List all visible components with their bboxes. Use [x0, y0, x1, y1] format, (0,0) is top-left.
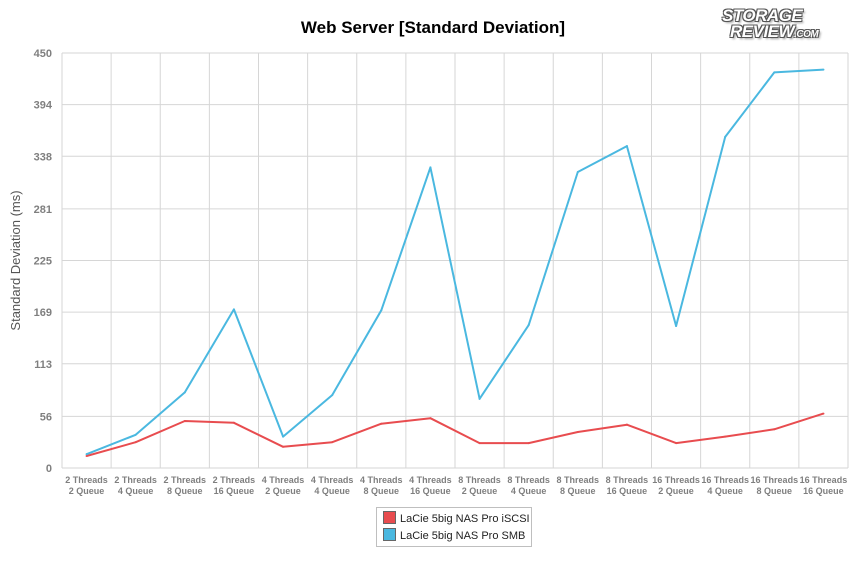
data-point — [478, 397, 481, 400]
data-point — [675, 442, 678, 445]
x-tick-label: 4 Threads 16 Queue — [409, 475, 452, 496]
x-tick-label: 2 Threads 8 Queue — [164, 475, 207, 496]
storagereview-logo: STORAGE REVIEW.COM — [722, 6, 840, 44]
y-tick-label: 450 — [34, 48, 52, 60]
y-axis-label: Standard Deviation (ms) — [8, 190, 23, 330]
data-point — [724, 135, 727, 138]
data-point — [85, 455, 88, 458]
legend-item-smb: LaCie 5big NAS Pro SMB — [383, 528, 525, 543]
data-point — [232, 308, 235, 311]
data-point — [724, 435, 727, 438]
data-point — [527, 324, 530, 327]
legend-swatch-smb — [383, 528, 396, 541]
x-tick-label: 8 Threads 2 Queue — [458, 475, 501, 496]
logo-suffix: .COM — [794, 29, 819, 40]
data-point — [282, 445, 285, 448]
data-point — [380, 422, 383, 425]
data-point — [576, 431, 579, 434]
x-tick-label: 16 Threads 8 Queue — [751, 475, 799, 496]
x-tick-label: 16 Threads 2 Queue — [652, 475, 700, 496]
data-point — [85, 453, 88, 456]
data-point — [134, 433, 137, 436]
data-point — [773, 428, 776, 431]
legend-label-iscsi: LaCie 5big NAS Pro iSCSI — [400, 513, 530, 525]
x-tick-label: 16 Threads 16 Queue — [800, 475, 848, 496]
y-tick-label: 169 — [34, 307, 52, 319]
logo-word: REVIEW — [730, 22, 795, 41]
y-tick-label: 281 — [34, 204, 52, 216]
data-point — [331, 394, 334, 397]
data-point — [822, 68, 825, 71]
data-point — [232, 421, 235, 424]
series-line-iscsi — [86, 412, 824, 457]
data-point — [183, 419, 186, 422]
x-tick-label: 4 Threads 8 Queue — [360, 475, 403, 496]
y-tick-label: 225 — [34, 256, 52, 268]
x-tick-label: 8 Threads 8 Queue — [557, 475, 600, 496]
legend-label-smb: LaCie 5big NAS Pro SMB — [400, 530, 526, 542]
y-tick-label: 338 — [34, 151, 52, 163]
data-point — [331, 441, 334, 444]
data-point — [527, 442, 530, 445]
legend-swatch-iscsi — [383, 511, 396, 524]
data-point — [134, 441, 137, 444]
data-point — [183, 391, 186, 394]
y-tick-label: 394 — [34, 100, 53, 112]
y-tick-label: 113 — [34, 359, 52, 371]
y-tick-label: 0 — [46, 463, 52, 475]
x-tick-label: 4 Threads 4 Queue — [311, 475, 354, 496]
data-point — [625, 145, 628, 148]
logo-line-2: REVIEW.COM — [722, 22, 840, 43]
data-point — [576, 170, 579, 173]
data-point — [429, 417, 432, 420]
data-point — [822, 412, 825, 415]
series-line-smb — [86, 68, 824, 456]
line-chart: 0 56 113 169 225 281 338 394 450 2 Threads 2 Queue… — [8, 48, 849, 496]
x-tick-label: 2 Threads 4 Queue — [114, 475, 157, 496]
data-point — [675, 324, 678, 327]
data-point — [429, 166, 432, 169]
x-tick-label: 8 Threads 16 Queue — [606, 475, 649, 496]
x-tick-label: 2 Threads 16 Queue — [213, 475, 256, 496]
logo-line-1: STORAGE — [722, 6, 803, 25]
x-tick-label: 2 Threads 2 Queue — [65, 475, 108, 496]
data-point — [478, 442, 481, 445]
y-tick-label: 56 — [40, 411, 52, 423]
legend-item-iscsi: LaCie 5big NAS Pro iSCSI — [383, 511, 530, 526]
chart-legend: LaCie 5big NAS Pro iSCSI LaCie 5big NAS … — [376, 507, 532, 547]
data-point — [625, 423, 628, 426]
x-tick-label: 16 Threads 4 Queue — [701, 475, 749, 496]
data-point — [380, 309, 383, 312]
chart-title: Web Server [Standard Deviation] — [300, 18, 566, 37]
x-tick-label: 4 Threads 2 Queue — [262, 475, 305, 496]
data-point — [282, 435, 285, 438]
x-tick-label: 8 Threads 4 Queue — [507, 475, 550, 496]
data-point — [773, 71, 776, 74]
